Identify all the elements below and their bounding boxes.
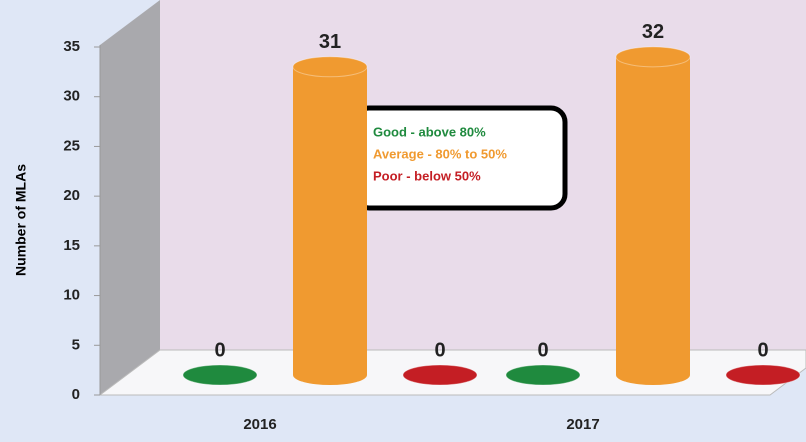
y-tick-label: 30 — [63, 88, 80, 105]
cylinder-top — [725, 364, 801, 386]
data-label: 0 — [757, 339, 768, 361]
y-tick-label: 15 — [63, 237, 80, 254]
cylinder-top — [182, 364, 258, 386]
data-label: 31 — [319, 31, 341, 53]
y-tick-label: 20 — [63, 187, 80, 204]
cylinder-base — [293, 365, 367, 385]
legend-entry: Poor - below 50% — [373, 168, 481, 183]
data-label: 32 — [642, 21, 664, 43]
x-tick-label: 2017 — [566, 416, 599, 433]
y-axis-label: Number of MLAs — [13, 164, 29, 276]
cylinder-top — [402, 364, 478, 386]
cylinder-body — [293, 66, 367, 376]
cylinder-base — [616, 365, 690, 385]
legend-entry: Average - 80% to 50% — [373, 146, 507, 161]
y-tick-label: 5 — [72, 336, 80, 353]
y-tick-label: 35 — [63, 38, 80, 55]
y-tick-label: 25 — [63, 137, 80, 154]
legend-entry: Good - above 80% — [373, 124, 486, 139]
side-wall — [100, 0, 160, 395]
cylinder-top — [505, 364, 581, 386]
y-tick-label: 0 — [72, 386, 80, 403]
data-label: 0 — [537, 339, 548, 361]
data-label: 0 — [434, 339, 445, 361]
x-tick-label: 2016 — [243, 416, 276, 433]
data-label: 0 — [214, 339, 225, 361]
cylinder-top — [292, 56, 368, 78]
cylinder-top — [615, 46, 691, 68]
cylinder-body — [616, 56, 690, 375]
y-tick-label: 10 — [63, 287, 80, 304]
